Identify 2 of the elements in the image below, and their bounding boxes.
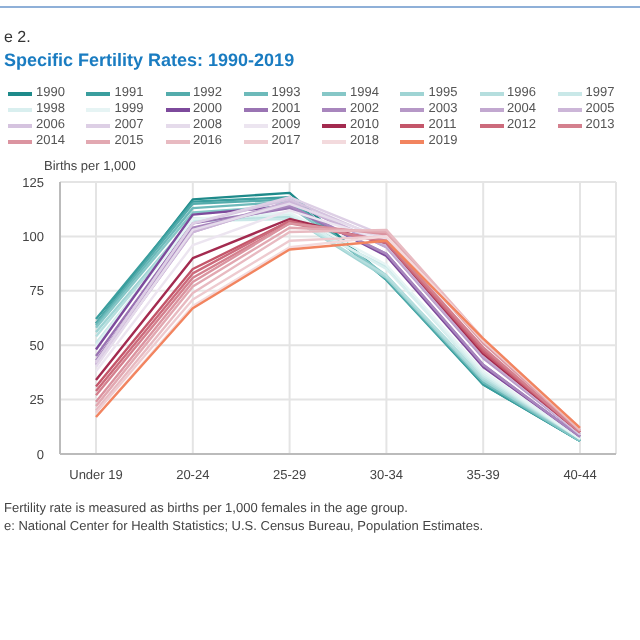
chart-title: Specific Fertility Rates: 1990-2019 (4, 50, 295, 70)
chart-subtitle: e 2. (4, 28, 31, 46)
